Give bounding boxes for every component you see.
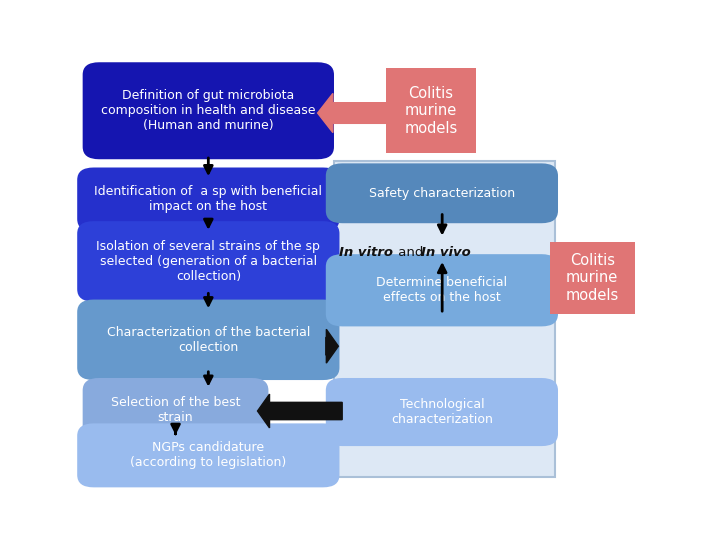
FancyBboxPatch shape <box>78 300 340 380</box>
FancyBboxPatch shape <box>78 167 340 232</box>
FancyArrow shape <box>553 258 566 297</box>
Text: Colitis
murine
models: Colitis murine models <box>565 253 619 303</box>
FancyBboxPatch shape <box>550 242 634 314</box>
Text: Determine beneficial
effects on the host: Determine beneficial effects on the host <box>376 276 508 304</box>
FancyArrow shape <box>317 93 392 132</box>
FancyBboxPatch shape <box>326 254 558 326</box>
FancyBboxPatch shape <box>82 378 269 442</box>
FancyArrow shape <box>554 259 629 297</box>
FancyBboxPatch shape <box>334 161 556 477</box>
FancyArrow shape <box>326 329 338 363</box>
Text: NGPs candidature
(according to legislation): NGPs candidature (according to legislati… <box>130 441 286 470</box>
FancyBboxPatch shape <box>326 163 558 223</box>
Text: In vitro: In vitro <box>339 245 393 258</box>
FancyBboxPatch shape <box>386 69 476 153</box>
Text: and: and <box>393 245 427 258</box>
Text: Isolation of several strains of the sp
selected (generation of a bacterial
colle: Isolation of several strains of the sp s… <box>97 240 320 283</box>
Text: In vivo: In vivo <box>422 245 471 258</box>
Text: Selection of the best
strain: Selection of the best strain <box>111 396 240 424</box>
Text: Safety characterization: Safety characterization <box>369 187 515 200</box>
FancyBboxPatch shape <box>78 221 340 302</box>
Text: Identification of  a sp with beneficial
impact on the host: Identification of a sp with beneficial i… <box>94 185 322 213</box>
FancyBboxPatch shape <box>78 423 340 487</box>
Text: Technological
characterization: Technological characterization <box>391 398 493 426</box>
Text: Definition of gut microbiota
composition in health and disease
(Human and murine: Definition of gut microbiota composition… <box>101 90 316 132</box>
Text: Characterization of the bacterial
collection: Characterization of the bacterial collec… <box>106 326 310 354</box>
FancyBboxPatch shape <box>82 62 334 159</box>
Text: Colitis
murine
models: Colitis murine models <box>405 86 458 136</box>
FancyArrow shape <box>257 394 342 428</box>
FancyBboxPatch shape <box>326 378 558 446</box>
